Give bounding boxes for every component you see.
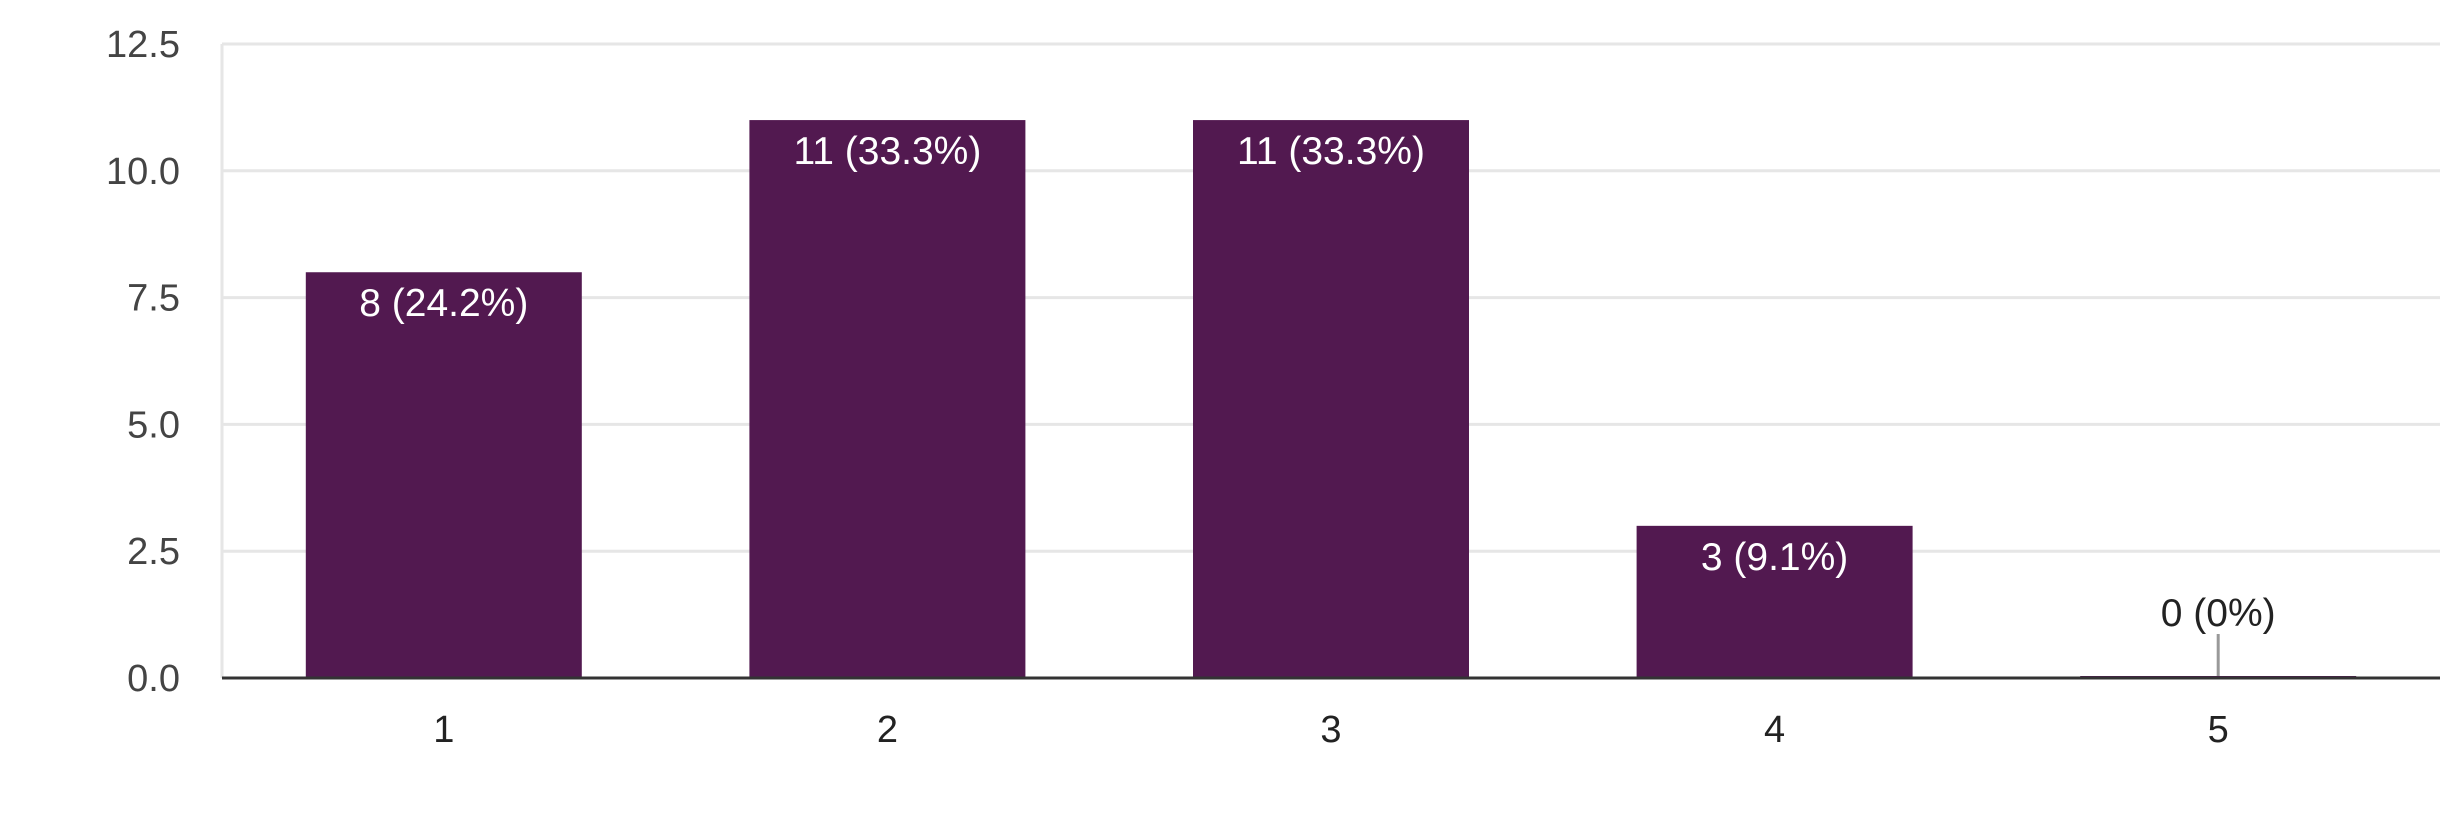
y-tick-label: 7.5 — [127, 278, 180, 320]
data-labels: 8 (24.2%) 11 (33.3%) 11 (33.3%) 3 (9.1%) 0 (… — [359, 130, 2276, 676]
x-tick-label: 3 — [1320, 709, 1341, 751]
data-label: 0 (0%) — [2161, 592, 2276, 635]
bars — [305, 120, 2357, 678]
y-tick-label: 12.5 — [106, 24, 180, 66]
x-tick-label: 2 — [877, 709, 898, 751]
y-tick-label: 0.0 — [127, 658, 180, 700]
y-tick-label: 2.5 — [127, 531, 180, 573]
bar — [1636, 525, 1913, 678]
x-tick-label: 5 — [2208, 709, 2229, 751]
data-label: 11 (33.3%) — [793, 130, 981, 173]
y-axis-ticks: 0.0 2.5 5.0 7.5 10.0 12.5 — [106, 24, 180, 700]
bar — [1193, 120, 1469, 678]
y-tick-label: 10.0 — [106, 151, 180, 193]
y-tick-label: 5.0 — [127, 404, 180, 446]
x-tick-label: 1 — [433, 709, 454, 751]
data-label: 8 (24.2%) — [359, 282, 528, 325]
x-axis-ticks: 1 2 3 4 5 — [433, 709, 2229, 751]
bar — [305, 272, 582, 678]
data-label: 3 (9.1%) — [1701, 536, 1848, 579]
data-label: 11 (33.3%) — [1237, 130, 1425, 173]
bar — [749, 120, 1026, 678]
x-tick-label: 4 — [1764, 709, 1785, 751]
